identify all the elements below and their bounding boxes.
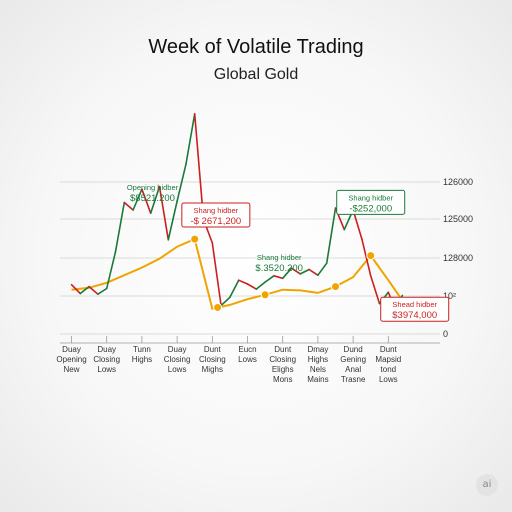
category-label: Closing — [269, 355, 296, 364]
annotation-text: Shead hidber — [392, 300, 437, 309]
price-segment — [97, 287, 108, 296]
price-segment — [246, 283, 258, 290]
price-segment — [317, 262, 328, 277]
category-label: Closing — [93, 355, 120, 364]
price-segment — [114, 201, 126, 253]
annotation-text: Opening hidber — [127, 183, 179, 192]
category-label: Closing — [199, 355, 226, 364]
price-segment — [193, 113, 205, 221]
price-segment — [211, 242, 222, 307]
category-label: Highs — [132, 355, 152, 364]
annotation-text: Shang hidber — [348, 193, 393, 202]
price-segment — [308, 268, 319, 277]
category-label: Elighs — [272, 365, 294, 374]
price-segment — [352, 209, 363, 240]
category-label: Gening — [340, 355, 366, 364]
category-label: Lows — [238, 355, 257, 364]
series-markers — [190, 234, 376, 312]
annotation-text: $.3520.200 — [255, 263, 303, 274]
category-label: Duay — [62, 345, 81, 354]
category-label: Lows — [379, 375, 398, 384]
annotation-text: $3974,000 — [392, 310, 437, 321]
annotation-text: -$ 2671,200 — [190, 216, 241, 227]
price-segment — [290, 267, 302, 275]
price-segment — [369, 274, 381, 305]
price-segment — [273, 274, 284, 280]
y-tick-label: 128000 — [443, 253, 473, 263]
price-segment — [325, 207, 337, 265]
price-segment — [105, 251, 117, 290]
price-segment — [220, 296, 231, 307]
category-label: Dund — [344, 345, 363, 354]
category-label: Dunt — [204, 345, 222, 354]
annotation-text: $8521.200 — [130, 193, 175, 204]
y-axis-ticks: 126000 125000 128000 10² 0 — [443, 177, 473, 339]
price-segment — [158, 185, 170, 241]
chart-title: Week of Volatile Trading — [148, 36, 364, 58]
price-segment — [237, 279, 249, 285]
price-series — [70, 113, 404, 310]
price-segment — [123, 201, 134, 211]
price-segment — [264, 274, 275, 283]
price-segment — [229, 279, 240, 299]
annotation-text: -$252,000 — [349, 203, 392, 214]
annotation-box — [181, 202, 251, 228]
price-segment — [79, 285, 90, 295]
category-label: Mains — [307, 375, 328, 384]
category-label: Duay — [168, 345, 187, 354]
x-axis-categories: DuayOpeningNewDuayClosingLowsTunnHighsDu… — [56, 336, 401, 384]
category-label: Lows — [97, 365, 116, 374]
category-label: Duay — [97, 345, 116, 354]
category-label: Dmay — [307, 345, 328, 354]
moving-average-series — [71, 237, 404, 310]
price-segment — [141, 188, 152, 214]
category-label: New — [64, 365, 80, 374]
annotation-text: Shang hidber — [257, 253, 302, 262]
series-marker — [213, 302, 223, 312]
price-segment — [70, 283, 82, 295]
series-marker — [190, 234, 200, 244]
category-label: Lows — [168, 365, 187, 374]
gridlines — [60, 181, 440, 344]
chart-subtitle: Global Gold — [213, 66, 299, 83]
price-segment — [149, 185, 161, 214]
price-segment — [299, 268, 310, 275]
price-segment — [88, 285, 99, 296]
category-label: Anal — [345, 365, 361, 374]
category-label: Dunt — [380, 345, 398, 354]
price-segment — [176, 163, 187, 202]
category-label: Nels — [310, 365, 326, 374]
ai-badge: ai — [476, 474, 498, 496]
price-segment — [281, 267, 293, 280]
y-tick-label: 0 — [443, 329, 448, 339]
annotation-box — [380, 296, 450, 322]
category-label: Eucn — [238, 345, 256, 354]
category-label: Tunn — [133, 345, 151, 354]
y-tick-label: 125000 — [443, 214, 473, 224]
annotation-box — [336, 189, 406, 215]
category-label: Mighs — [202, 365, 223, 374]
category-label: Mons — [273, 375, 293, 384]
price-segment — [361, 238, 372, 277]
category-label: Closing — [164, 355, 191, 364]
series-marker — [260, 290, 270, 300]
category-label: Highs — [308, 355, 328, 364]
category-label: Mapsid — [375, 355, 401, 364]
y-tick-label: 10² — [443, 291, 456, 301]
price-segment — [185, 113, 196, 166]
category-label: tond — [381, 365, 397, 374]
series-marker — [366, 251, 376, 261]
series-marker — [331, 282, 341, 292]
category-label: Trasne — [341, 375, 366, 384]
annotation-text: Shang hidber — [194, 206, 239, 215]
price-segment — [167, 200, 178, 241]
y-tick-label: 126000 — [443, 177, 473, 187]
price-segment — [132, 188, 143, 211]
category-label: Dunt — [274, 345, 292, 354]
category-label: Opening — [56, 355, 86, 364]
moving-average-line — [71, 237, 404, 310]
price-segment — [255, 281, 266, 290]
